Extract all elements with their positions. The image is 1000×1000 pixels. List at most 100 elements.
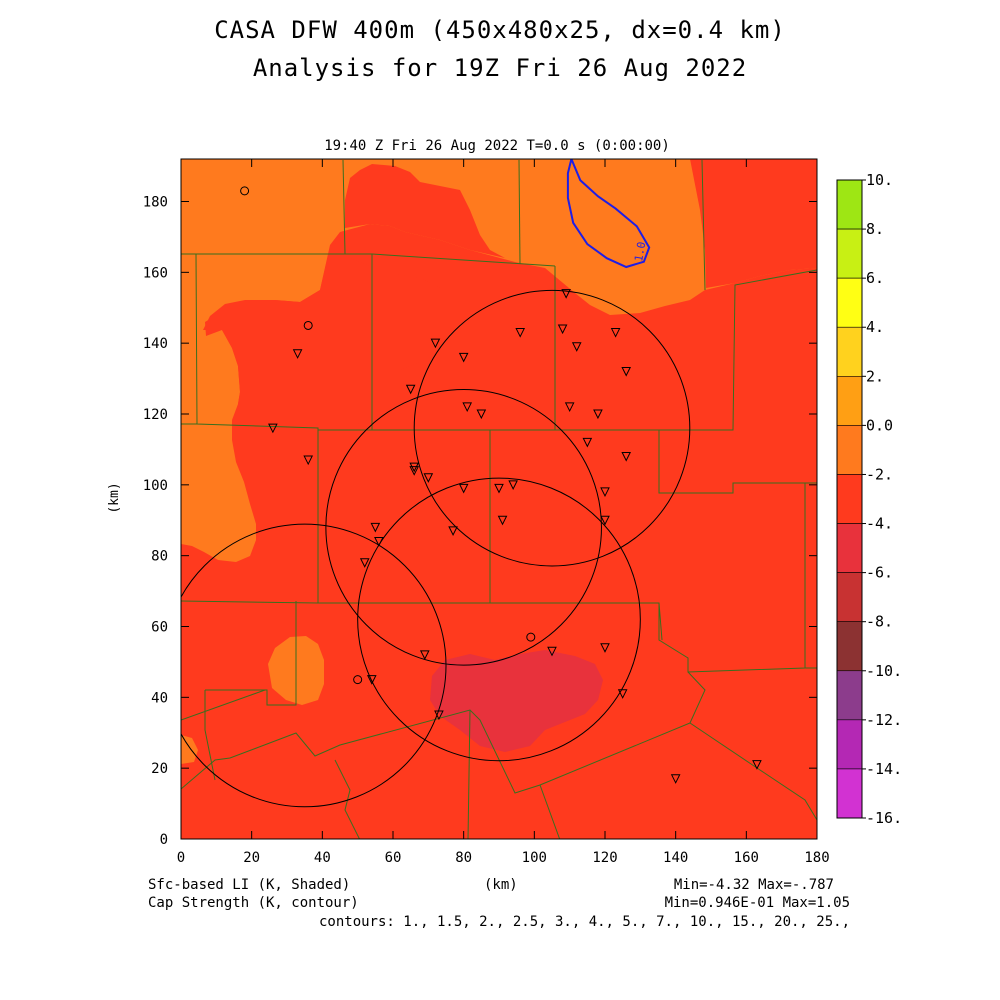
station-triangle <box>409 466 420 476</box>
colorbar-swatch <box>836 621 863 672</box>
county-boundaries <box>181 159 817 839</box>
station-triangle <box>405 384 416 395</box>
station-triangle <box>621 367 632 377</box>
radar-ring-2 <box>413 289 691 567</box>
station-markers <box>240 186 762 784</box>
colorbar-label: 2. <box>866 367 884 385</box>
station-triangle <box>458 352 469 363</box>
x-tick-label: 140 <box>663 850 688 866</box>
colorbar-swatch <box>836 376 863 426</box>
y-tick-label: 140 <box>143 336 168 352</box>
station-triangle <box>571 342 582 352</box>
colorbar-label: 0.0 <box>866 416 893 434</box>
plot-frame <box>180 158 818 840</box>
footer-contour-minmax: Min=0.946E-01 Max=1.05 <box>664 895 850 911</box>
station-triangle <box>557 324 568 335</box>
x-tick-label: 60 <box>385 850 402 866</box>
x-axis: 0 20 40 60 80 100 120 140 160 180 <box>177 159 830 866</box>
x-tick-label: 0 <box>177 850 185 866</box>
station-triangle <box>359 558 370 568</box>
li-region-red-north <box>345 164 505 258</box>
station-triangle <box>476 409 487 420</box>
station-triangle <box>564 402 575 413</box>
station-triangle <box>494 483 504 494</box>
station-triangle <box>458 483 469 494</box>
station-triangle <box>617 689 628 699</box>
colorbar-label: 6. <box>866 269 884 287</box>
colorbar-swatch <box>836 425 863 475</box>
station-triangle <box>430 338 441 349</box>
station-triangle <box>448 526 458 536</box>
y-tick-label: 180 <box>143 195 168 211</box>
colorbar-label: -4. <box>866 515 893 533</box>
li-region-low <box>430 650 603 752</box>
colorbar-swatch <box>836 719 863 770</box>
station-triangle <box>610 328 621 338</box>
y-tick-label: 100 <box>143 478 168 494</box>
station-triangle <box>582 437 593 448</box>
station-triangle <box>508 480 518 490</box>
station-triangle <box>593 409 603 420</box>
station-circle <box>526 632 536 642</box>
station-triangle <box>561 289 571 299</box>
colorbar-label: -10. <box>866 662 902 680</box>
station-circle <box>240 186 250 196</box>
colorbar-swatch <box>836 670 863 721</box>
radar-ring-4 <box>357 477 641 762</box>
colorbar-label: -12. <box>866 711 902 729</box>
radar-ring-1 <box>181 523 447 808</box>
station-triangle <box>621 452 632 462</box>
station-triangle <box>423 473 434 483</box>
station-circle <box>353 675 363 685</box>
chart-subtitle: Analysis for 19Z Fri 26 Aug 2022 <box>252 54 748 82</box>
station-triangle <box>374 537 384 547</box>
chart-title: CASA DFW 400m (450x480x25, dx=0.4 km) <box>214 16 786 44</box>
station-triangle <box>292 349 303 359</box>
colorbar-label: 10. <box>866 171 893 189</box>
colorbar-label: 4. <box>866 318 884 336</box>
x-tick-label: 120 <box>592 850 617 866</box>
station-triangle <box>303 455 314 466</box>
colorbar: 10. 8. 6. 4. 2. 0.0 -2. -4. -6. -8. -10. -12. -14. -1… <box>836 171 902 827</box>
y-tick-label: 20 <box>151 761 168 777</box>
y-tick-label: 60 <box>151 620 168 636</box>
radar-ring-3 <box>325 389 602 666</box>
station-circle <box>303 320 313 330</box>
y-tick-label: 160 <box>143 265 168 281</box>
y-axis-label: (km) <box>107 482 122 513</box>
radar-range-rings <box>181 289 691 808</box>
x-tick-label: 180 <box>804 850 829 866</box>
station-triangle <box>419 650 430 660</box>
station-triangle <box>547 646 557 657</box>
li-region-orange-nw <box>181 159 817 562</box>
y-tick-label: 0 <box>160 832 168 848</box>
plot-timestamp: 19:40 Z Fri 26 Aug 2022 T=0.0 s (0:00:00… <box>324 138 670 154</box>
station-triangle <box>497 515 508 526</box>
x-tick-label: 80 <box>455 850 472 866</box>
station-triangle <box>670 774 681 784</box>
station-triangle <box>515 328 526 338</box>
colorbar-label: -2. <box>866 465 893 483</box>
footer-contours: contours: 1., 1.5, 2., 2.5, 3., 4., 5., … <box>318 914 850 930</box>
station-triangle <box>600 487 610 498</box>
colorbar-label: -14. <box>866 760 902 778</box>
station-triangle <box>370 522 381 533</box>
station-triangle <box>752 760 762 770</box>
colorbar-label: -8. <box>866 613 893 631</box>
station-triangle <box>600 643 610 653</box>
cap-contour-line <box>566 159 651 269</box>
colorbar-frame <box>836 179 863 819</box>
footer-shaded-minmax: Min=-4.32 Max=-.787 <box>673 877 834 893</box>
footer-x-unit: (km) <box>484 877 518 893</box>
colorbar-swatch <box>836 572 863 622</box>
y-tick-label: 120 <box>143 407 168 423</box>
x-tick-label: 160 <box>734 850 759 866</box>
footer-contour-field: Cap Strength (K, contour) <box>148 895 359 911</box>
colorbar-swatch <box>836 326 863 377</box>
station-triangle <box>462 402 473 413</box>
colorbar-label: 8. <box>866 220 884 238</box>
li-region-red-west <box>203 235 445 430</box>
plot-area: 1.0 <box>181 159 817 839</box>
colorbar-swatch <box>836 768 863 819</box>
